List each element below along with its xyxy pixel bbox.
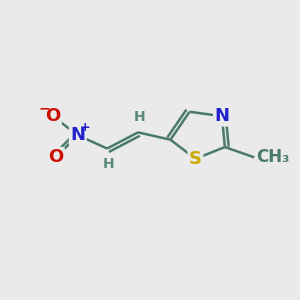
Text: O: O xyxy=(48,148,63,166)
Text: N: N xyxy=(214,107,230,125)
Text: +: + xyxy=(80,122,91,134)
Text: O: O xyxy=(45,107,60,125)
Text: S: S xyxy=(189,150,202,168)
Text: H: H xyxy=(134,110,146,124)
Text: N: N xyxy=(70,126,85,144)
Text: H: H xyxy=(103,158,115,171)
Text: −: − xyxy=(39,102,50,116)
Text: CH₃: CH₃ xyxy=(256,148,289,166)
